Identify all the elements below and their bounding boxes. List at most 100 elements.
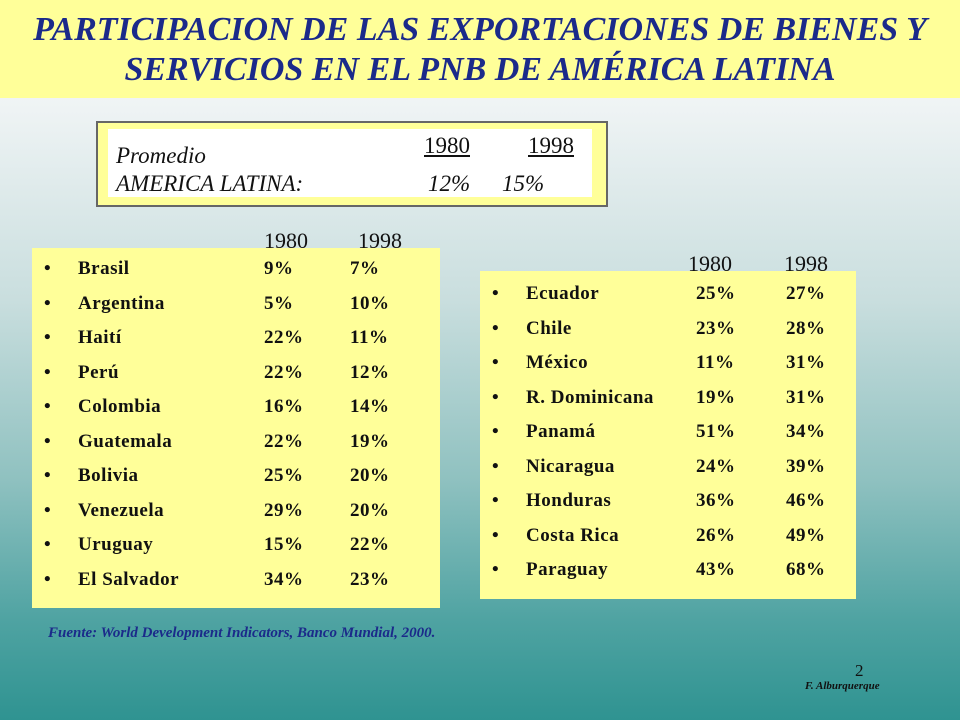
average-value-1998: 15% [502, 171, 545, 196]
value-1980: 16% [264, 396, 304, 417]
country-name: Haití [78, 327, 122, 348]
bullet-icon: • [492, 559, 500, 580]
bullet-icon: • [44, 430, 52, 452]
table-row: • Costa Rica 26% 49% [480, 525, 856, 559]
value-1998: 28% [786, 317, 826, 339]
country-name: Brasil [78, 258, 130, 279]
value-1998: 11% [350, 327, 389, 348]
value-1998: 22% [350, 534, 390, 555]
value-1980: 43% [696, 559, 736, 580]
bullet-icon: • [492, 352, 500, 373]
country-name: Ecuador [526, 283, 600, 304]
table-row: • Perú 22% 12% [32, 362, 440, 396]
value-1998: 12% [350, 361, 390, 383]
country-name: Chile [526, 317, 572, 339]
value-1980: 15% [264, 534, 304, 555]
bullet-icon: • [492, 386, 500, 408]
table-row: • El Salvador 34% 23% [32, 569, 440, 603]
table-row: • Guatemala 22% 19% [32, 431, 440, 465]
value-1998: 39% [786, 455, 826, 477]
value-1980: 25% [696, 283, 736, 304]
value-1980: 26% [696, 524, 736, 546]
bullet-icon: • [44, 258, 52, 279]
value-1998: 34% [786, 421, 826, 442]
value-1998: 14% [350, 396, 390, 417]
bullet-icon: • [492, 524, 500, 546]
left-country-panel: • Brasil 9% 7% • Argentina 5% 10% • Haití 22% 11% • P… [32, 248, 440, 608]
table-row: • Colombia 16% 14% [32, 396, 440, 430]
table-row: • R. Dominicana 19% 31% [480, 387, 856, 421]
value-1980: 19% [696, 386, 736, 408]
value-1998: 23% [350, 568, 390, 590]
value-1998: 68% [786, 559, 826, 580]
bullet-icon: • [44, 292, 52, 314]
table-row: • Venezuela 29% 20% [32, 500, 440, 534]
value-1998: 7% [350, 258, 380, 279]
table-row: • Bolivia 25% 20% [32, 465, 440, 499]
slide-title: PARTICIPACION DE LAS EXPORTACIONES DE BI… [0, 10, 960, 90]
value-1980: 11% [696, 352, 735, 373]
table-row: • Argentina 5% 10% [32, 293, 440, 327]
value-1998: 20% [350, 465, 390, 486]
page-number: 2 [855, 661, 864, 680]
country-name: R. Dominicana [526, 386, 654, 408]
author-credit: F. Alburquerque [805, 680, 880, 692]
value-1998: 19% [350, 430, 390, 452]
value-1980: 24% [696, 455, 736, 477]
country-name: Perú [78, 361, 120, 383]
country-name: Venezuela [78, 499, 165, 521]
bullet-icon: • [492, 317, 500, 339]
value-1980: 22% [264, 327, 304, 348]
value-1998: 10% [350, 292, 390, 314]
country-name: México [526, 352, 589, 373]
value-1980: 22% [264, 430, 304, 452]
bullet-icon: • [44, 396, 52, 417]
bullet-icon: • [44, 499, 52, 521]
table-row: • Chile 23% 28% [480, 318, 856, 352]
value-1980: 23% [696, 317, 736, 339]
country-name: Nicaragua [526, 455, 615, 477]
value-1980: 36% [696, 490, 736, 511]
average-region-label: AMERICA LATINA: [116, 171, 304, 196]
average-label: Promedio [116, 143, 206, 168]
country-name: Bolivia [78, 465, 139, 486]
bullet-icon: • [492, 455, 500, 477]
bullet-icon: • [492, 490, 500, 511]
bullet-icon: • [492, 421, 500, 442]
title-band [0, 0, 960, 98]
table-row: • Honduras 36% 46% [480, 490, 856, 524]
title-line-1: PARTICIPACION DE LAS EXPORTACIONES DE BI… [33, 11, 927, 48]
bullet-icon: • [44, 361, 52, 383]
title-line-2: SERVICIOS EN EL PNB DE AMÉRICA LATINA [124, 51, 836, 88]
bullet-icon: • [44, 568, 52, 590]
table-row: • Uruguay 15% 22% [32, 534, 440, 568]
table-row: • Paraguay 43% 68% [480, 559, 856, 593]
table-row: • Haití 22% 11% [32, 327, 440, 361]
source-note: Fuente: World Development Indicators, Ba… [48, 625, 436, 641]
value-1998: 31% [786, 352, 826, 373]
value-1980: 9% [264, 258, 294, 279]
table-row: • Ecuador 25% 27% [480, 283, 856, 317]
value-1998: 31% [786, 386, 826, 408]
bullet-icon: • [44, 534, 52, 555]
table-row: • México 11% 31% [480, 352, 856, 386]
value-1998: 49% [786, 524, 826, 546]
average-value-1980: 12% [428, 171, 471, 196]
average-year-1980: 1980 [424, 133, 470, 158]
country-name: Uruguay [78, 534, 154, 555]
bullet-icon: • [44, 465, 52, 486]
average-year-1998: 1998 [528, 133, 574, 158]
country-name: Panamá [526, 421, 596, 442]
country-name: El Salvador [78, 568, 180, 590]
value-1980: 5% [264, 292, 294, 314]
bullet-icon: • [44, 327, 52, 348]
bullet-icon: • [492, 283, 500, 304]
value-1980: 25% [264, 465, 304, 486]
table-row: • Nicaragua 24% 39% [480, 456, 856, 490]
country-name: Paraguay [526, 559, 609, 580]
country-name: Colombia [78, 396, 162, 417]
value-1980: 51% [696, 421, 736, 442]
table-row: • Panamá 51% 34% [480, 421, 856, 455]
value-1998: 20% [350, 499, 390, 521]
country-name: Argentina [78, 292, 165, 314]
